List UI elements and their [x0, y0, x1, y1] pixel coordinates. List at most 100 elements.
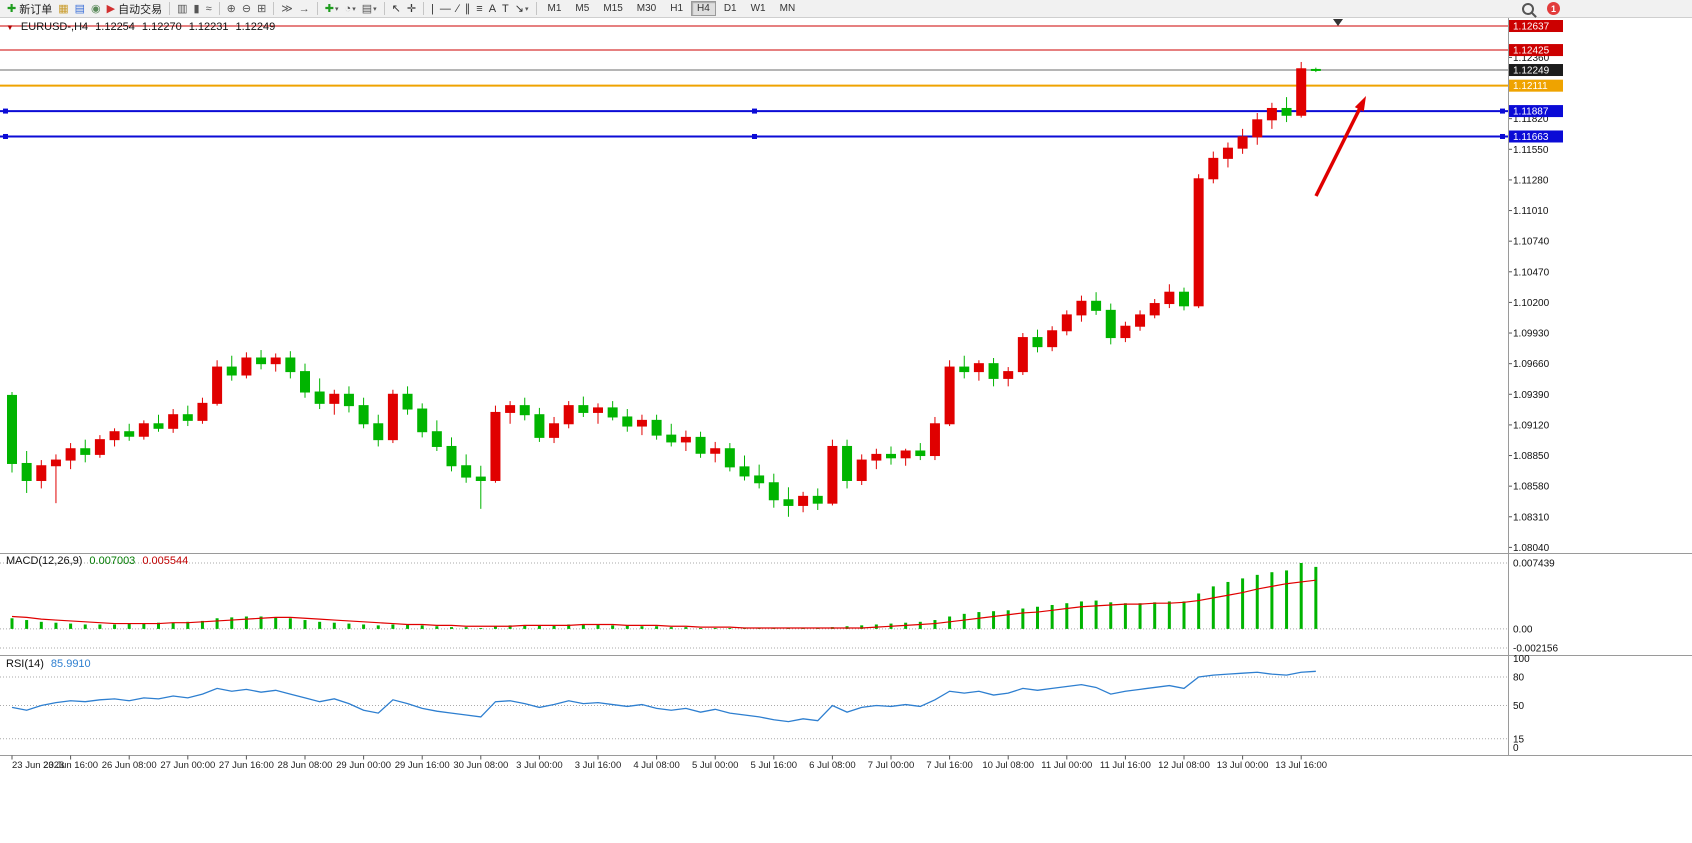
toolbar-separator — [273, 2, 275, 15]
cursor-button[interactable]: ↖ — [389, 1, 404, 17]
support-line-2-handle[interactable] — [1500, 133, 1505, 139]
chart-shift-marker[interactable] — [1333, 19, 1343, 26]
tile-windows-button[interactable]: ⊞ — [254, 1, 269, 17]
auto-scroll-icon: ≫ — [281, 2, 293, 15]
bar-chart-icon: ▥ — [177, 2, 188, 15]
trendline-button[interactable]: ∕ — [454, 1, 462, 17]
svg-text:5 Jul 00:00: 5 Jul 00:00 — [692, 760, 738, 771]
svg-text:11 Jul 00:00: 11 Jul 00:00 — [1041, 760, 1092, 771]
toolbar-separator — [423, 2, 425, 15]
svg-text:1.10470: 1.10470 — [1513, 267, 1550, 278]
vertical-line-button[interactable]: | — [428, 1, 437, 17]
timeframe-mn-button[interactable]: MN — [779, 3, 796, 14]
zoom-in-button[interactable]: ⊕ — [224, 1, 239, 17]
resistance-line-2-price-label — [1509, 44, 1563, 57]
svg-text:1.11280: 1.11280 — [1513, 175, 1549, 186]
zoom-out-button[interactable]: ⊖ — [239, 1, 254, 17]
timeframe-h1-button[interactable]: H1 — [670, 3, 684, 14]
timeframe-m15-button[interactable]: M15 — [603, 3, 623, 14]
support-line-1-handle[interactable] — [1500, 108, 1505, 114]
toolbar-buttons: ✚ 新订单 ▦ ▤ ◉ ▶ 自动交易 ▥ ▮ ≈ ⊕ ⊖ ⊞ ≫ → ✚ ▾ ◔ ▾ ▤ ▾ ↖ ✛ | — ∕ ∥ ≡ A T ↘ ▾ M1 M… — [4, 1, 802, 17]
toolbar-right: 1 — [1519, 1, 1560, 17]
auto-trading-button-label: 自动交易 — [118, 3, 163, 16]
fibonacci-button[interactable]: ≡ — [473, 1, 485, 17]
svg-text:1.10740: 1.10740 — [1513, 237, 1550, 248]
periods-button[interactable]: ◔ ▾ — [342, 1, 359, 17]
line-chart-button[interactable]: ≈ — [203, 1, 215, 17]
clock-icon: ◔ — [344, 2, 352, 15]
macd-panel: 0.007439 0.00 -0.002156 — [0, 559, 1558, 655]
search-button[interactable] — [1519, 1, 1537, 17]
cursor-icon: ↖ — [391, 2, 401, 15]
support-line-2-handle[interactable] — [3, 133, 8, 139]
svg-text:0.00: 0.00 — [1513, 624, 1533, 635]
support-line-1-handle[interactable] — [3, 108, 8, 114]
channel-icon: ∥ — [464, 2, 471, 15]
svg-text:13 Jul 16:00: 13 Jul 16:00 — [1275, 760, 1327, 771]
pivot-line-price-label — [1509, 79, 1563, 92]
svg-text:3 Jul 16:00: 3 Jul 16:00 — [575, 760, 621, 771]
timeframe-m1-button[interactable]: M1 — [547, 3, 562, 14]
templates-button[interactable]: ▤ ▾ — [359, 1, 380, 17]
auto-trading-button[interactable]: ▶ 自动交易 — [104, 1, 165, 17]
svg-text:10 Jul 08:00: 10 Jul 08:00 — [982, 760, 1034, 771]
text-label-icon: T — [502, 2, 509, 15]
timeframe-m5-button[interactable]: M5 — [575, 3, 590, 14]
alert-icon: ◉ — [91, 2, 101, 15]
vertical-line-icon: | — [431, 2, 434, 15]
svg-text:4 Jul 08:00: 4 Jul 08:00 — [633, 760, 679, 771]
svg-text:1.08580: 1.08580 — [1513, 482, 1550, 493]
toolbar-separator — [218, 2, 220, 15]
crosshair-button[interactable]: ✛ — [404, 1, 419, 17]
indicators-button[interactable]: ✚ ▾ — [322, 1, 342, 17]
bid-price-line-price-label — [1509, 64, 1563, 77]
text-button[interactable]: A — [486, 1, 499, 17]
arrow-tools-button[interactable]: ↘ ▾ — [512, 1, 532, 17]
svg-text:23 Jun 2023: 23 Jun 2023 — [12, 760, 64, 771]
timeframe-m30-button[interactable]: M30 — [636, 3, 657, 14]
support-line-1-price-label — [1509, 105, 1563, 118]
timeframe-w1-button[interactable]: W1 — [750, 3, 766, 14]
svg-text:-0.002156: -0.002156 — [1513, 644, 1558, 655]
chart-shift-icon: → — [298, 2, 310, 15]
support-line-1-handle[interactable] — [752, 108, 757, 114]
dropdown-caret-icon: ▾ — [352, 5, 356, 13]
timeframe-d1-button[interactable]: D1 — [723, 3, 737, 14]
support-line-2-handle[interactable] — [752, 133, 757, 139]
svg-text:7 Jul 00:00: 7 Jul 00:00 — [868, 760, 914, 771]
macd-main-value: 0.007003 — [89, 555, 136, 567]
svg-text:50: 50 — [1513, 701, 1525, 712]
price-axis[interactable]: 1.12360 1.11820 1.11550 1.11280 1.11010 1.107… — [1509, 20, 1563, 554]
charts-window-button[interactable]: ▦ — [55, 1, 71, 17]
macd-name: MACD(12,26,9) — [6, 555, 83, 567]
fibonacci-icon: ≡ — [476, 2, 483, 15]
bar-chart-button[interactable]: ▥ — [174, 1, 190, 17]
new-order-icon: ✚ — [7, 2, 17, 15]
text-label-button[interactable]: T — [499, 1, 512, 17]
alerts-button[interactable]: ◉ — [88, 1, 104, 17]
svg-text:1.08850: 1.08850 — [1513, 451, 1550, 462]
horizontal-line-icon: — — [439, 2, 451, 15]
new-order-button[interactable]: ✚ 新订单 — [4, 1, 55, 17]
notification-badge[interactable]: 1 — [1547, 2, 1560, 15]
search-icon — [1522, 2, 1534, 15]
profiles-button[interactable]: ▤ — [72, 1, 88, 17]
auto-scroll-button[interactable]: ≫ — [278, 1, 296, 17]
chart-shift-button[interactable]: → — [296, 1, 313, 17]
rsi-panel: 100 80 50 150 — [0, 654, 1530, 754]
arrow-annotation[interactable] — [1314, 96, 1366, 197]
timeframe-h4-button[interactable]: H4 — [691, 1, 716, 16]
channel-button[interactable]: ∥ — [462, 1, 474, 17]
rsi-name: RSI(14) — [6, 658, 44, 670]
horizontal-line-button[interactable]: — — [437, 1, 454, 17]
candlestick-chart-button[interactable]: ▮ — [191, 1, 203, 17]
new-order-button-label: 新订单 — [19, 3, 53, 16]
svg-text:28 Jun 08:00: 28 Jun 08:00 — [278, 760, 333, 771]
templates-icon: ▤ — [361, 2, 373, 15]
panel-frame — [0, 18, 1692, 756]
bar-high: 1.12270 — [141, 21, 182, 33]
rsi-value: 85.9910 — [50, 658, 91, 670]
svg-text:27 Jun 16:00: 27 Jun 16:00 — [219, 760, 274, 771]
